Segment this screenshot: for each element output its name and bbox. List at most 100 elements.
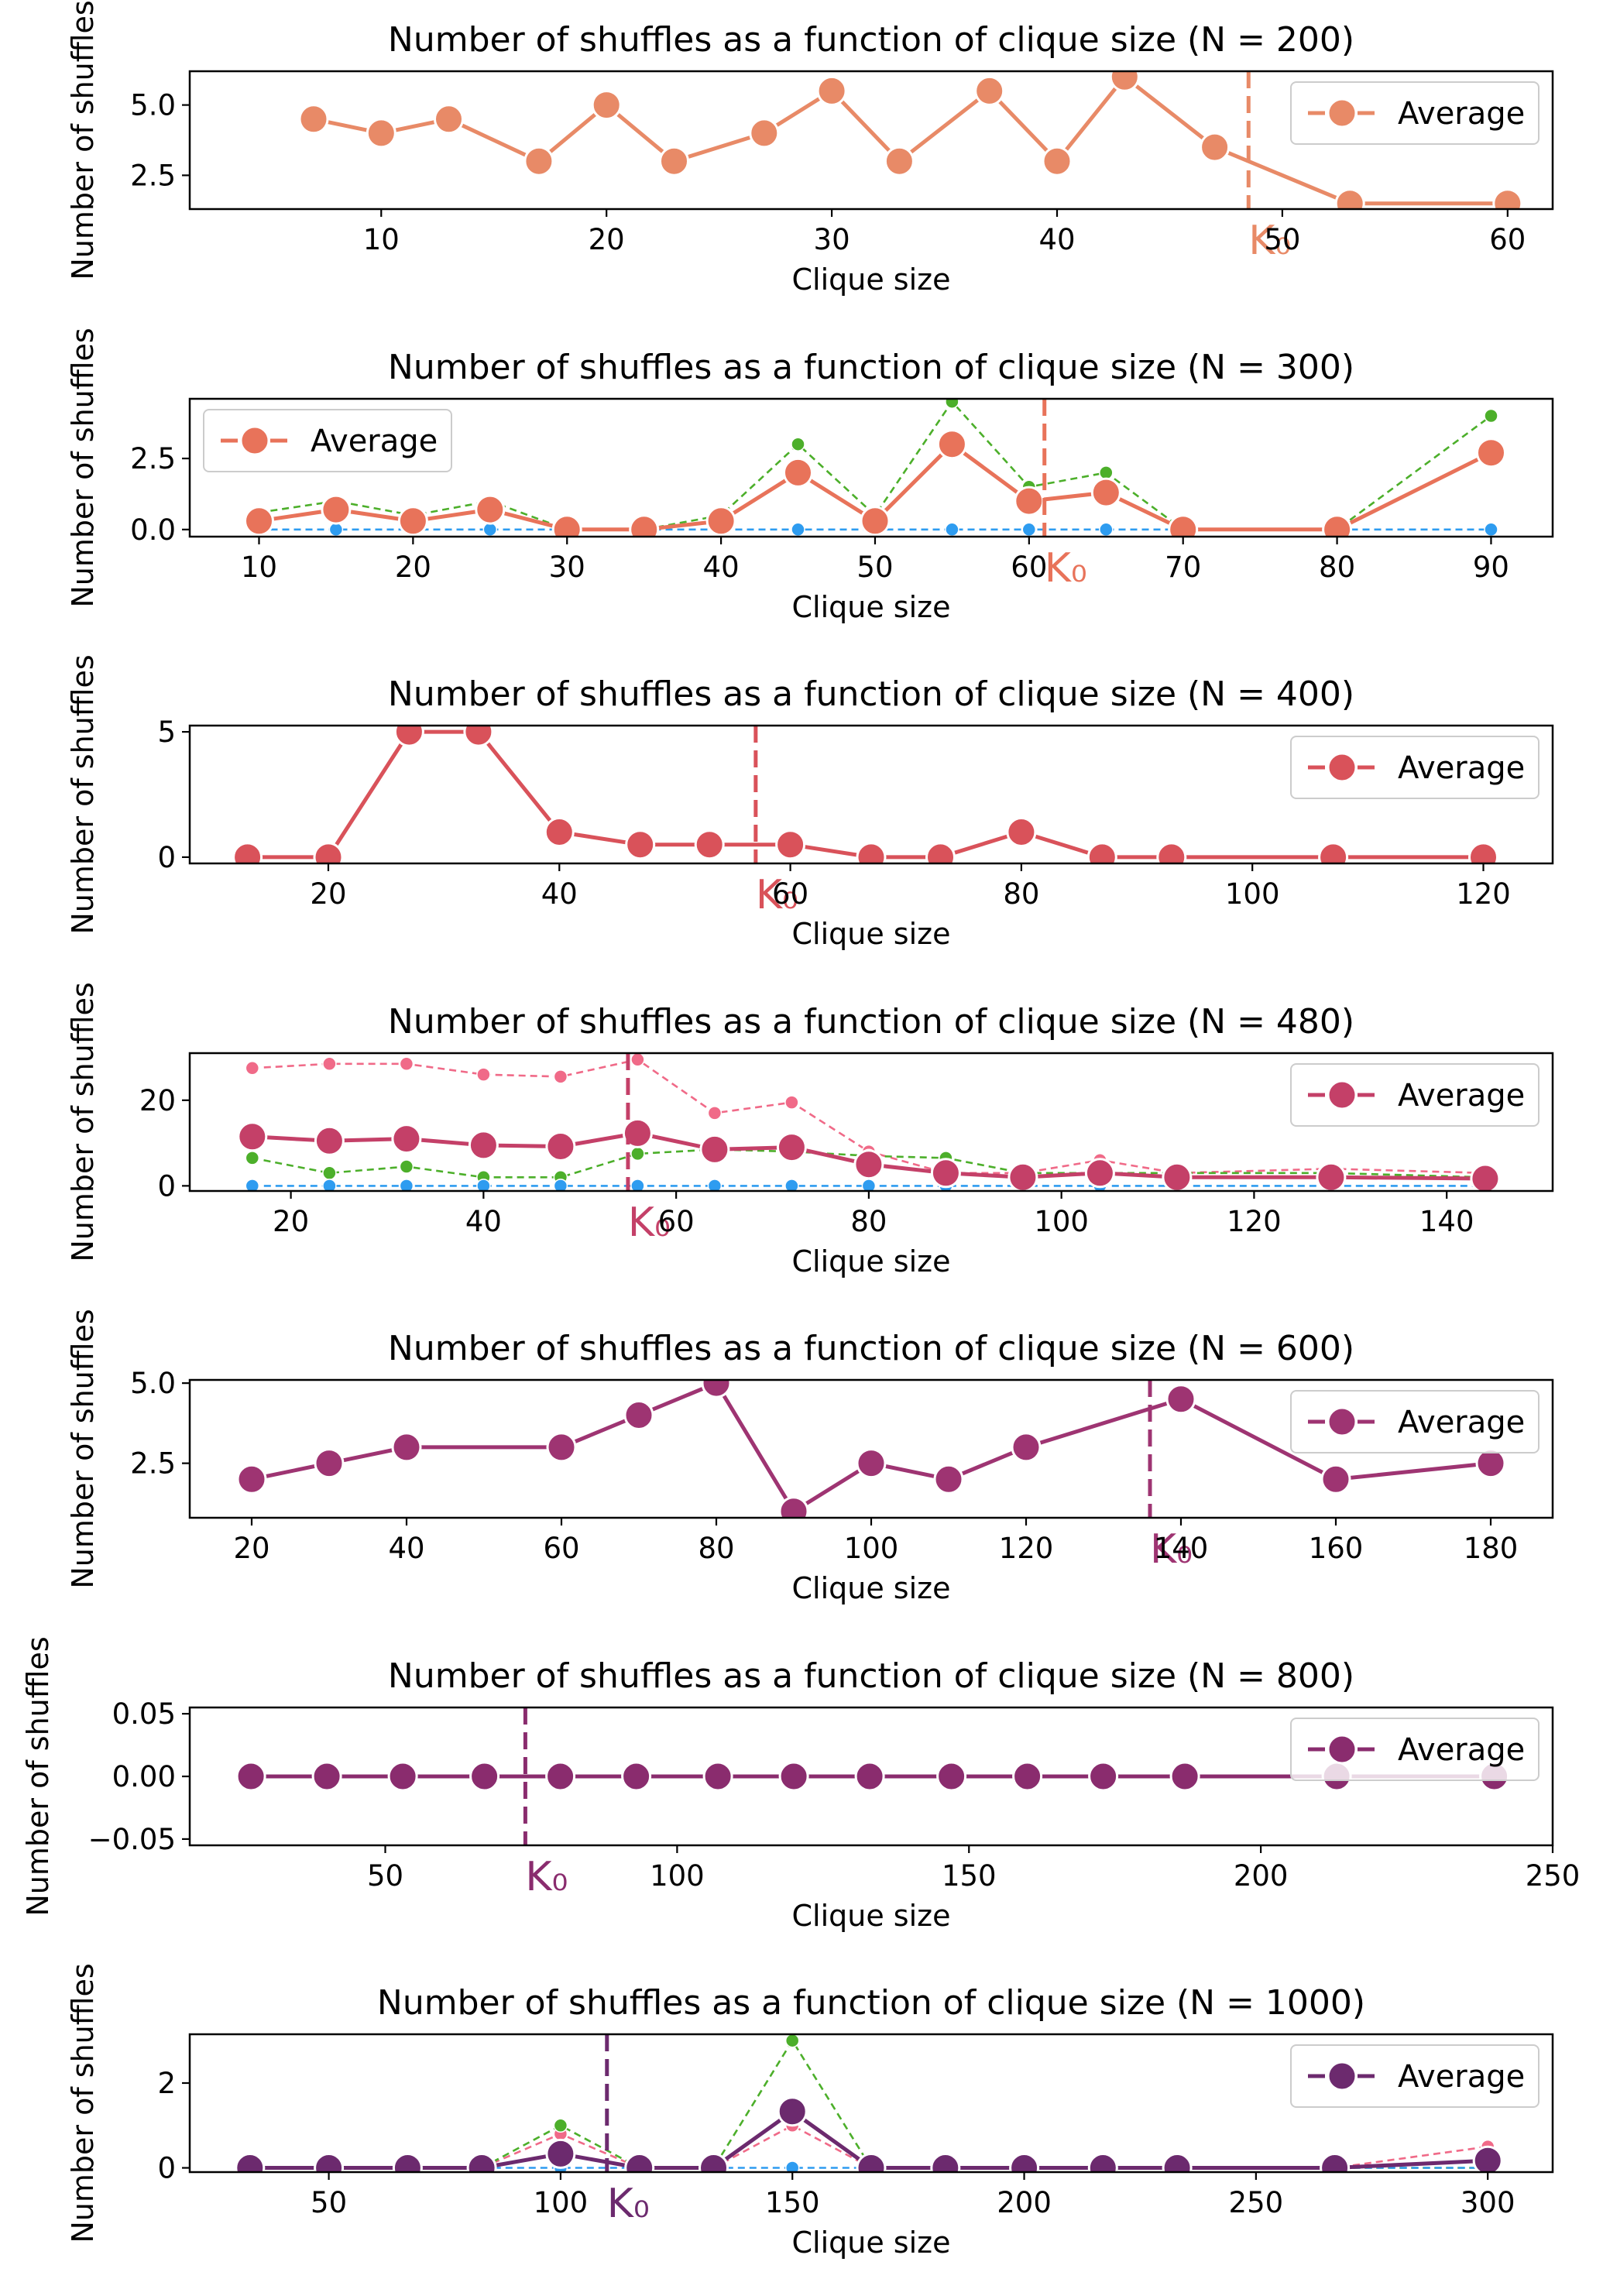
series-point-lower	[553, 1179, 568, 1191]
series-point-lower	[945, 522, 959, 537]
data-layer	[244, 399, 1506, 537]
average-point	[1316, 1162, 1347, 1191]
series-point-max	[476, 1067, 491, 1082]
average-point	[816, 75, 847, 106]
series-point-max	[707, 1106, 723, 1121]
x-tick-label: 50	[1264, 223, 1300, 256]
series-point-max	[399, 1056, 414, 1072]
x-tick-label: 30	[814, 223, 850, 256]
average-point	[236, 1464, 267, 1495]
series-point-upper	[630, 1146, 645, 1162]
average-point	[1168, 514, 1199, 537]
chart-panel: Number of shuffles as a function of cliq…	[66, 1963, 1554, 2260]
average-point	[466, 2153, 497, 2172]
y-axis-label: Number of shuffles	[21, 1636, 55, 1916]
series-point-max	[553, 1069, 568, 1084]
y-tick-label: 0	[157, 1169, 176, 1203]
average-point	[777, 2096, 808, 2127]
average-point	[783, 457, 813, 488]
average-point	[1006, 817, 1037, 847]
x-tick-label: 20	[273, 1205, 309, 1238]
series-point-upper	[322, 1165, 337, 1181]
average-point	[778, 1496, 809, 1518]
average-point	[311, 1761, 342, 1792]
average-point	[1084, 1158, 1115, 1189]
x-tick-label: 100	[534, 2186, 589, 2219]
average-point	[856, 842, 887, 863]
legend-label: Average	[1398, 96, 1525, 132]
axes-frame	[188, 2033, 1554, 2174]
series-point-upper	[784, 2034, 800, 2048]
average-point	[936, 429, 967, 460]
average-point	[545, 1761, 576, 1792]
y-axis-label: Number of shuffles	[66, 1309, 100, 1588]
average-point	[545, 2138, 576, 2169]
average-point	[321, 494, 352, 525]
average-point	[659, 146, 689, 177]
series-point-upper	[1099, 465, 1114, 480]
x-tick-label: 50	[311, 2186, 347, 2219]
average-point	[1200, 132, 1231, 163]
legend-box	[1290, 81, 1539, 145]
average-point	[551, 514, 582, 537]
x-tick-label: 40	[1038, 223, 1075, 256]
x-tick-label: 50	[367, 1859, 403, 1893]
y-tick-label: 0	[157, 841, 176, 874]
series-point-max	[630, 1053, 645, 1067]
legend: Average	[1290, 81, 1539, 145]
legend-marker-swatch	[1327, 1406, 1358, 1437]
average-point	[1165, 1384, 1196, 1415]
x-tick-label: 10	[241, 551, 277, 584]
legend-box	[1290, 2044, 1539, 2108]
average-point	[237, 1121, 268, 1152]
average-point	[314, 1448, 345, 1479]
average-point	[391, 1124, 422, 1155]
x-tick-label: 300	[1461, 2186, 1515, 2219]
x-tick-label: 30	[549, 551, 585, 584]
series-point-upper	[245, 1151, 260, 1165]
average-point	[393, 726, 424, 747]
series-point-max	[322, 1056, 337, 1072]
k0-label: K₀	[525, 1854, 568, 1900]
average-point	[523, 146, 554, 177]
x-tick-label: 100	[650, 1859, 705, 1893]
data-layer	[298, 71, 1523, 209]
chart-title: Number of shuffles as a function of cliq…	[388, 674, 1354, 714]
average-point	[1090, 477, 1121, 508]
x-axis-label: Clique size	[792, 263, 951, 297]
y-tick-label: 5.0	[130, 89, 176, 122]
chart-title: Number of shuffles as a function of cliq…	[388, 348, 1354, 387]
y-tick-label: 2.5	[130, 159, 176, 192]
series-point-upper	[791, 437, 805, 451]
x-tick-label: 60	[658, 1205, 695, 1238]
average-point	[1320, 1464, 1351, 1495]
average-point	[1009, 2153, 1040, 2172]
average-point	[860, 506, 891, 537]
average-point	[1470, 1163, 1501, 1191]
average-point	[1086, 842, 1117, 863]
average-point	[778, 1761, 809, 1792]
average-point	[1042, 146, 1073, 177]
chart-title: Number of shuffles as a function of cliq…	[388, 1002, 1354, 1042]
series-point-lower	[399, 1179, 414, 1191]
y-tick-label: 5.0	[130, 1367, 176, 1400]
average-point	[313, 842, 344, 863]
axes-frame	[188, 1052, 1554, 1193]
y-axis-label: Number of shuffles	[66, 1963, 100, 2243]
average-point	[622, 1117, 653, 1148]
average-point	[1007, 1162, 1038, 1191]
legend-box	[1290, 736, 1539, 799]
x-tick-label: 80	[1319, 551, 1355, 584]
x-tick-label: 80	[850, 1205, 887, 1238]
average-point	[1322, 514, 1353, 537]
series-point-upper	[399, 1159, 414, 1174]
series-point-lower	[1021, 522, 1037, 537]
series-point-lower	[791, 522, 805, 537]
x-axis-label: Clique size	[792, 917, 951, 951]
legend-marker-swatch	[1327, 2061, 1358, 2092]
average-point	[546, 1432, 577, 1463]
x-tick-label: 60	[1011, 551, 1047, 584]
average-point	[1014, 486, 1045, 517]
series-point-lower	[1484, 522, 1498, 537]
x-tick-label: 10	[363, 223, 400, 256]
